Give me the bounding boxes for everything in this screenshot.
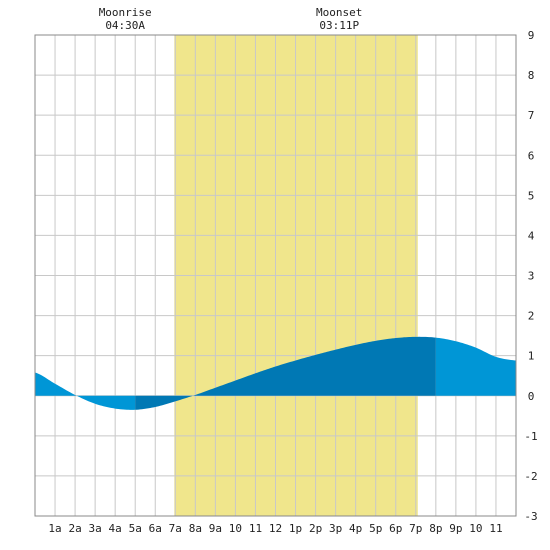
- x-tick-label: 4p: [349, 522, 362, 535]
- x-tick-label: 10: [229, 522, 242, 535]
- y-tick-label: 6: [528, 149, 535, 162]
- plot-border: [34, 34, 517, 517]
- x-tick-label: 9p: [449, 522, 462, 535]
- x-tick-label: 5p: [369, 522, 382, 535]
- x-tick-label: 8p: [429, 522, 442, 535]
- x-tick-label: 6a: [149, 522, 162, 535]
- x-tick-label: 7a: [169, 522, 182, 535]
- x-tick-label: 1p: [289, 522, 302, 535]
- tide-area: [35, 336, 516, 410]
- x-tick-label: 12: [269, 522, 282, 535]
- y-tick-label: 1: [528, 350, 535, 363]
- x-tick-label: 2a: [68, 522, 81, 535]
- tide-area-segment: [435, 337, 516, 396]
- y-tick-label: 9: [528, 29, 535, 42]
- x-tick-label: 1a: [48, 522, 61, 535]
- x-tick-label: 7p: [409, 522, 422, 535]
- x-tick-label: 4a: [109, 522, 122, 535]
- y-tick-label: -1: [524, 430, 537, 443]
- y-tick-label: 2: [528, 310, 535, 323]
- y-tick-label: 4: [528, 229, 535, 242]
- y-tick-label: -3: [524, 510, 537, 523]
- x-tick-label: 11: [249, 522, 262, 535]
- y-axis-ticks: -3 -2 -1 0 1 2 3 4 5 6 7 8 9: [524, 29, 537, 523]
- y-tick-label: -2: [524, 470, 537, 483]
- x-tick-label: 5a: [129, 522, 142, 535]
- moon-event-time: 03:11P: [319, 19, 359, 32]
- x-tick-label: 9a: [209, 522, 222, 535]
- x-tick-label: 2p: [309, 522, 322, 535]
- x-tick-label: 3a: [89, 522, 102, 535]
- moon-event-time: 04:30A: [105, 19, 145, 32]
- y-tick-label: 8: [528, 69, 535, 82]
- x-axis-ticks: 1a 2a 3a 4a 5a 6a 7a 8a 9a 10 11 12 1p 2p 3p 4p 5p 6p 7p 8p…: [48, 522, 502, 535]
- x-tick-label: 6p: [389, 522, 402, 535]
- x-tick-label: 10: [469, 522, 482, 535]
- tide-area-segment: [135, 336, 436, 410]
- y-tick-label: 0: [528, 390, 535, 403]
- moon-event-name: Moonrise: [99, 6, 152, 19]
- y-tick-label: 5: [528, 189, 535, 202]
- y-tick-label: 7: [528, 109, 535, 122]
- grid-lines: [35, 35, 516, 516]
- tide-area-segment: [35, 372, 136, 410]
- x-tick-label: 11: [489, 522, 502, 535]
- x-tick-label: 8a: [189, 522, 202, 535]
- moon-event-name: Moonset: [316, 6, 362, 19]
- y-tick-label: 3: [528, 270, 535, 283]
- x-tick-label: 3p: [329, 522, 342, 535]
